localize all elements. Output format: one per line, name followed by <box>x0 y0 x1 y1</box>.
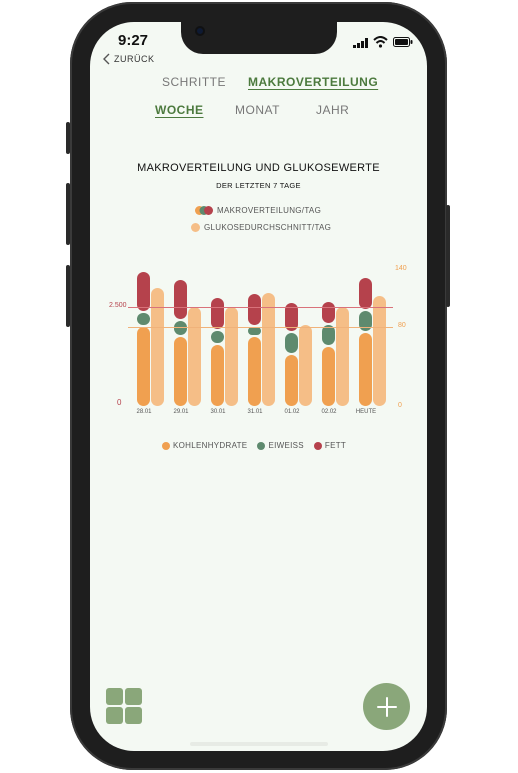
glucose-bar <box>225 307 238 406</box>
volume-down-button <box>66 265 70 327</box>
right-tick-80: 80 <box>398 322 406 329</box>
glucose-bar <box>373 295 386 406</box>
legend-carbs-label: KOHLENHYDRATE <box>173 441 248 450</box>
chart-title: MAKROVERTEILUNG UND GLUKOSEWERTE <box>137 162 380 174</box>
tab-makroverteilung[interactable]: MAKROVERTEILUNG <box>248 75 379 89</box>
fat-bar <box>174 279 187 320</box>
tab-schritte[interactable]: SCHRITTE <box>162 75 226 89</box>
carbs-bar <box>285 354 298 406</box>
battery-icon <box>393 37 413 47</box>
protein-bar <box>137 313 150 326</box>
carbs-bar <box>322 346 335 406</box>
back-label: ZURÜCK <box>114 54 155 64</box>
notch <box>181 22 337 54</box>
protein-dot-icon <box>257 441 266 450</box>
legend-glukose: GLUKOSEDURCHSCHNITT/TAG <box>191 223 331 232</box>
status-time: 9:27 <box>118 32 149 49</box>
carbs-dot-icon <box>162 441 170 450</box>
legend-carbs: KOHLENHYDRATE <box>162 441 247 450</box>
glucose-bar <box>299 325 312 406</box>
glucose-bar <box>336 307 349 406</box>
right-tick-0: 0 <box>398 402 402 409</box>
glucose-reference-line <box>128 327 393 329</box>
glucose-bar <box>262 292 275 406</box>
tab-woche[interactable]: WOCHE <box>155 103 204 117</box>
carbs-bar <box>248 337 261 406</box>
fat-bar <box>359 277 372 310</box>
glucose-bar <box>151 287 164 406</box>
legend-makro-label: MAKROVERTEILUNG/TAG <box>217 206 322 215</box>
chevron-left-icon <box>103 53 110 65</box>
tab-monat[interactable]: MONAT <box>235 103 280 117</box>
right-tick-140: 140 <box>395 265 407 272</box>
mute-switch <box>66 122 70 154</box>
power-button <box>446 205 450 307</box>
glucose-bar <box>188 307 201 406</box>
glucose-dot-icon <box>191 223 200 232</box>
legend-makro: MAKROVERTEILUNG/TAG <box>195 206 321 215</box>
x-tick-label: 31.01 <box>247 409 263 415</box>
fat-bar <box>285 303 298 332</box>
legend-glukose-label: GLUKOSEDURCHSCHNITT/TAG <box>204 223 332 232</box>
chart-subtitle: DER LETZTEN 7 TAGE <box>216 181 301 190</box>
protein-bar <box>248 327 261 335</box>
macro-dots-icon <box>195 206 213 215</box>
x-tick-label: 30.01 <box>210 409 226 415</box>
x-tick-label: 29.01 <box>173 409 189 415</box>
legend-protein-label: EIWEISS <box>268 441 304 450</box>
x-tick-label: 02.02 <box>321 409 337 415</box>
legend-protein: EIWEISS <box>257 441 304 450</box>
fat-bar <box>211 297 224 330</box>
legend-bottom: KOHLENHYDRATE EIWEISS FETT <box>162 441 346 450</box>
wifi-icon <box>373 36 388 48</box>
plus-icon <box>376 696 397 717</box>
carbs-bar <box>211 344 224 406</box>
carbs-bar <box>174 337 187 406</box>
cellular-signal-icon <box>353 38 368 48</box>
x-tick-label: HEUTE <box>355 409 377 415</box>
front-camera <box>195 26 205 36</box>
protein-bar <box>285 333 298 353</box>
fat-bar <box>248 293 261 326</box>
fat-dot-icon <box>313 441 322 450</box>
x-tick-label: 01.02 <box>284 409 300 415</box>
legend-fat-label: FETT <box>324 441 347 450</box>
kcal-reference-line <box>128 307 393 309</box>
carbs-bar <box>359 333 372 406</box>
protein-bar <box>211 331 224 343</box>
fat-bar <box>322 301 335 324</box>
tab-jahr[interactable]: JAHR <box>316 103 350 117</box>
left-tick-2500: 2.500 <box>109 302 127 309</box>
carbs-bar <box>137 327 150 406</box>
protein-bar <box>359 311 372 332</box>
fat-bar <box>137 271 150 312</box>
home-indicator <box>190 742 328 746</box>
volume-up-button <box>66 183 70 245</box>
left-tick-0: 0 <box>117 398 122 407</box>
protein-bar <box>322 325 335 345</box>
back-button[interactable]: ZURÜCK <box>102 53 155 65</box>
legend-fat: FETT <box>313 441 347 450</box>
grid-menu-icon[interactable] <box>106 688 142 724</box>
add-button[interactable] <box>363 683 410 730</box>
x-tick-label: 28.01 <box>136 409 152 415</box>
